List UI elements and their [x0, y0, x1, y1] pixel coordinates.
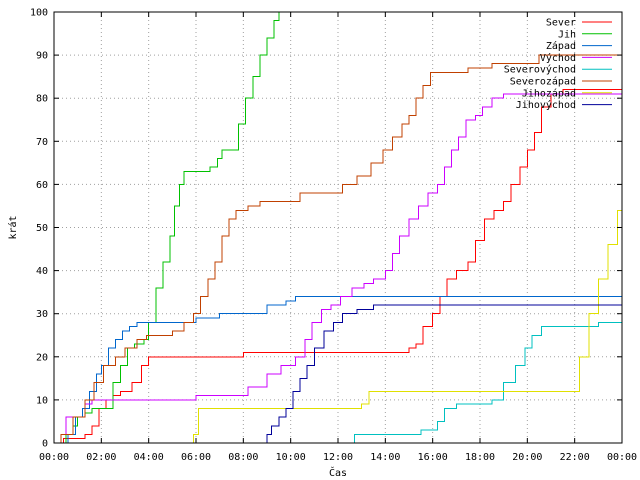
y-tick-label: 60 — [36, 180, 48, 191]
x-axis-label: Čas — [329, 466, 347, 479]
legend-entry-sever: Sever — [546, 18, 612, 29]
legend-entry-jih: Jih — [558, 29, 612, 40]
legend-entry-jihozapad: Jihozápad — [522, 87, 612, 99]
legend-label: Jih — [558, 29, 576, 40]
legend-label: Sever — [546, 18, 576, 29]
legend-label: Jihovýchod — [516, 99, 576, 111]
x-tick-label: 04:00 — [134, 452, 164, 463]
y-axis-label: krát — [7, 215, 19, 239]
legend-label: Západ — [546, 40, 576, 52]
x-tick-label: 14:00 — [370, 452, 400, 463]
legend-entry-severovychod: Severovýchod — [504, 64, 612, 76]
series-line-severovychod — [349, 321, 622, 444]
grid-layer — [54, 12, 622, 443]
y-tick-label: 90 — [36, 51, 48, 62]
y-tick-label: 40 — [36, 266, 48, 277]
y-tick-label: 20 — [36, 352, 48, 363]
series-line-jihozapad — [191, 184, 623, 444]
legend-entry-vychod: Východ — [540, 52, 612, 64]
x-tick-label: 16:00 — [418, 452, 448, 463]
y-tick-label: 80 — [36, 94, 48, 105]
x-tick-label: 06:00 — [181, 452, 211, 463]
legend-label: Východ — [540, 52, 576, 64]
y-tick-label: 50 — [36, 223, 48, 234]
y-tick-label: 10 — [36, 395, 48, 406]
legend-entry-severozapad: Severozápad — [510, 76, 612, 88]
ticks-layer: 0 10 20 30 40 50 60 70 80 90 100 00:00 02:00 04:00 06:… — [30, 8, 637, 464]
legend-entry-jihovychod: Jihovýchod — [516, 99, 612, 111]
legend-entry-zapad: Západ — [546, 40, 612, 52]
x-tick-label: 00:00 — [607, 452, 637, 463]
series-line-vychod — [54, 93, 622, 444]
x-tick-label: 10:00 — [276, 452, 306, 463]
x-tick-label: 22:00 — [560, 452, 590, 463]
y-tick-label: 0 — [42, 439, 48, 450]
legend-label: Jihozápad — [522, 87, 576, 99]
series-line-sever — [54, 89, 622, 444]
series-line-severozapad — [54, 54, 622, 444]
y-tick-label: 70 — [36, 137, 48, 148]
x-tick-label: 00:00 — [39, 452, 69, 463]
series-layer — [54, 12, 623, 444]
x-tick-label: 18:00 — [465, 452, 495, 463]
legend-label: Severozápad — [510, 76, 576, 88]
series-line-jihovychod — [262, 304, 622, 444]
series-line-jih — [54, 12, 280, 444]
y-tick-label: 100 — [30, 8, 48, 19]
legend-label: Severovýchod — [504, 64, 576, 76]
x-tick-label: 20:00 — [512, 452, 542, 463]
x-tick-label: 12:00 — [323, 452, 353, 463]
y-tick-label: 30 — [36, 309, 48, 320]
x-tick-label: 02:00 — [86, 452, 116, 463]
legend: SeverJihZápadVýchodSeverovýchodSeverozáp… — [504, 18, 612, 111]
x-tick-label: 08:00 — [228, 452, 258, 463]
series-line-zapad — [54, 296, 622, 444]
